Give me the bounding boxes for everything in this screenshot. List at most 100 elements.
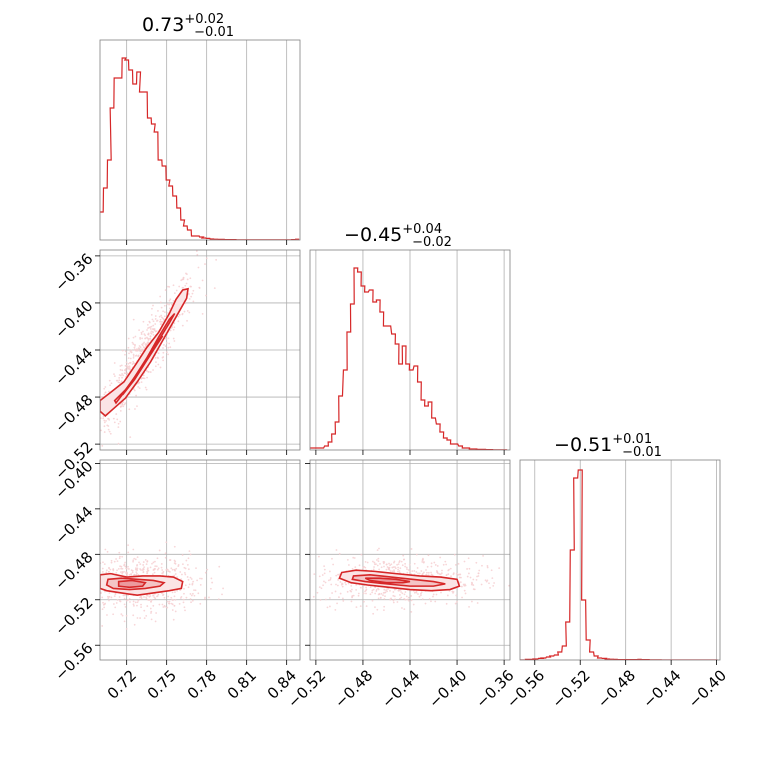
scatter-point [139,338,142,340]
panel-content [312,547,510,615]
scatter-point [439,556,442,559]
scatter-point [357,592,360,595]
scatter-point [208,596,210,599]
scatter-point [134,354,137,357]
histogram-panel-2: −0.56 −0.52 −0.48 −0.44 −0.40−0.51+0.01 −0.01 [503,432,730,712]
scatter-point [185,596,188,599]
scatter-point [322,584,324,587]
scatter-point [362,566,365,569]
scatter-point [118,557,121,560]
scatter-point [112,613,115,616]
scatter-point [165,338,168,340]
scatter-point [463,589,466,592]
scatter-point [91,435,93,437]
scatter-point [389,570,392,572]
scatter-point [173,340,176,342]
scatter-point [159,318,162,321]
scatter-point [382,562,385,565]
scatter-point [158,603,161,606]
scatter-point [432,593,435,596]
pair-panel-2-0: 0.72 0.75 0.78 0.81 0.84−0.56−0.52−0.48−0.44… [51,457,301,703]
scatter-point [363,600,365,603]
scatter-point [121,373,123,375]
scatter-point [375,559,378,561]
scatter-point [434,600,437,603]
scatter-point [338,596,340,599]
scatter-point [132,318,135,321]
scatter-point [319,599,322,601]
scatter-point [383,598,386,600]
scatter-point [90,430,92,432]
scatter-point [190,295,193,298]
scatter-point [127,565,129,568]
scatter-point [145,614,148,617]
grid [310,460,510,660]
scatter-point [184,584,187,587]
scatter-point [100,429,102,432]
scatter-point [103,606,106,609]
scatter-point [166,600,169,603]
scatter-point [392,594,395,597]
y-tick-label: −0.40 [51,297,96,342]
scatter-point [324,598,327,601]
scatter-point [173,326,176,329]
scatter-point [110,596,113,599]
scatter-point [151,573,154,576]
scatter-point [183,566,186,569]
scatter-point [440,572,443,575]
scatter-point [132,360,135,363]
scatter-point [181,286,184,289]
scatter-point [136,556,139,559]
scatter-point [402,554,405,557]
scatter-point [405,595,408,598]
scatter-point [146,570,148,573]
scatter-point [213,287,216,290]
scatter-point [113,362,116,364]
scatter-point [341,585,344,588]
scatter-point [139,596,141,599]
scatter-point [120,380,123,383]
scatter-point [187,578,190,581]
scatter-point [174,591,176,594]
scatter-point [140,333,143,336]
scatter-point [154,560,156,563]
scatter-point [205,257,208,260]
scatter-point [404,565,407,568]
scatter-point [167,311,169,314]
contour-inner [117,579,147,589]
scatter-point [221,593,223,596]
scatter-point [489,586,491,589]
scatter-point [121,376,123,379]
scatter-point [339,592,342,595]
scatter-point [477,575,480,577]
scatter-point [337,579,339,581]
scatter-point [475,578,478,581]
scatter-point [127,362,130,365]
scatter-point [155,612,158,614]
scatter-point [117,426,120,428]
scatter-point [147,333,149,336]
scatter-point [393,595,396,598]
scatter-point [188,311,191,314]
histogram-panel-0: 0.73+0.02 −0.01 [99,12,301,245]
scatter-point [482,555,484,557]
scatter-point [353,557,356,559]
panel-content [100,541,224,630]
scatter-point [103,393,106,396]
histogram-step [520,469,718,660]
panel-title: −0.51+0.01 −0.01 [554,432,662,460]
scatter-point [159,323,162,326]
scatter-point [434,564,437,566]
scatter-point [150,599,153,601]
scatter-point [138,345,141,347]
scatter-point [156,356,159,359]
scatter-point [323,568,326,571]
scatter-point [119,409,122,412]
scatter-point [109,432,112,435]
scatter-point [146,337,149,340]
scatter-point [329,605,331,608]
scatter-point [144,343,147,345]
scatter-point [117,442,120,445]
scatter-point [153,568,156,571]
scatter-point [119,368,122,371]
